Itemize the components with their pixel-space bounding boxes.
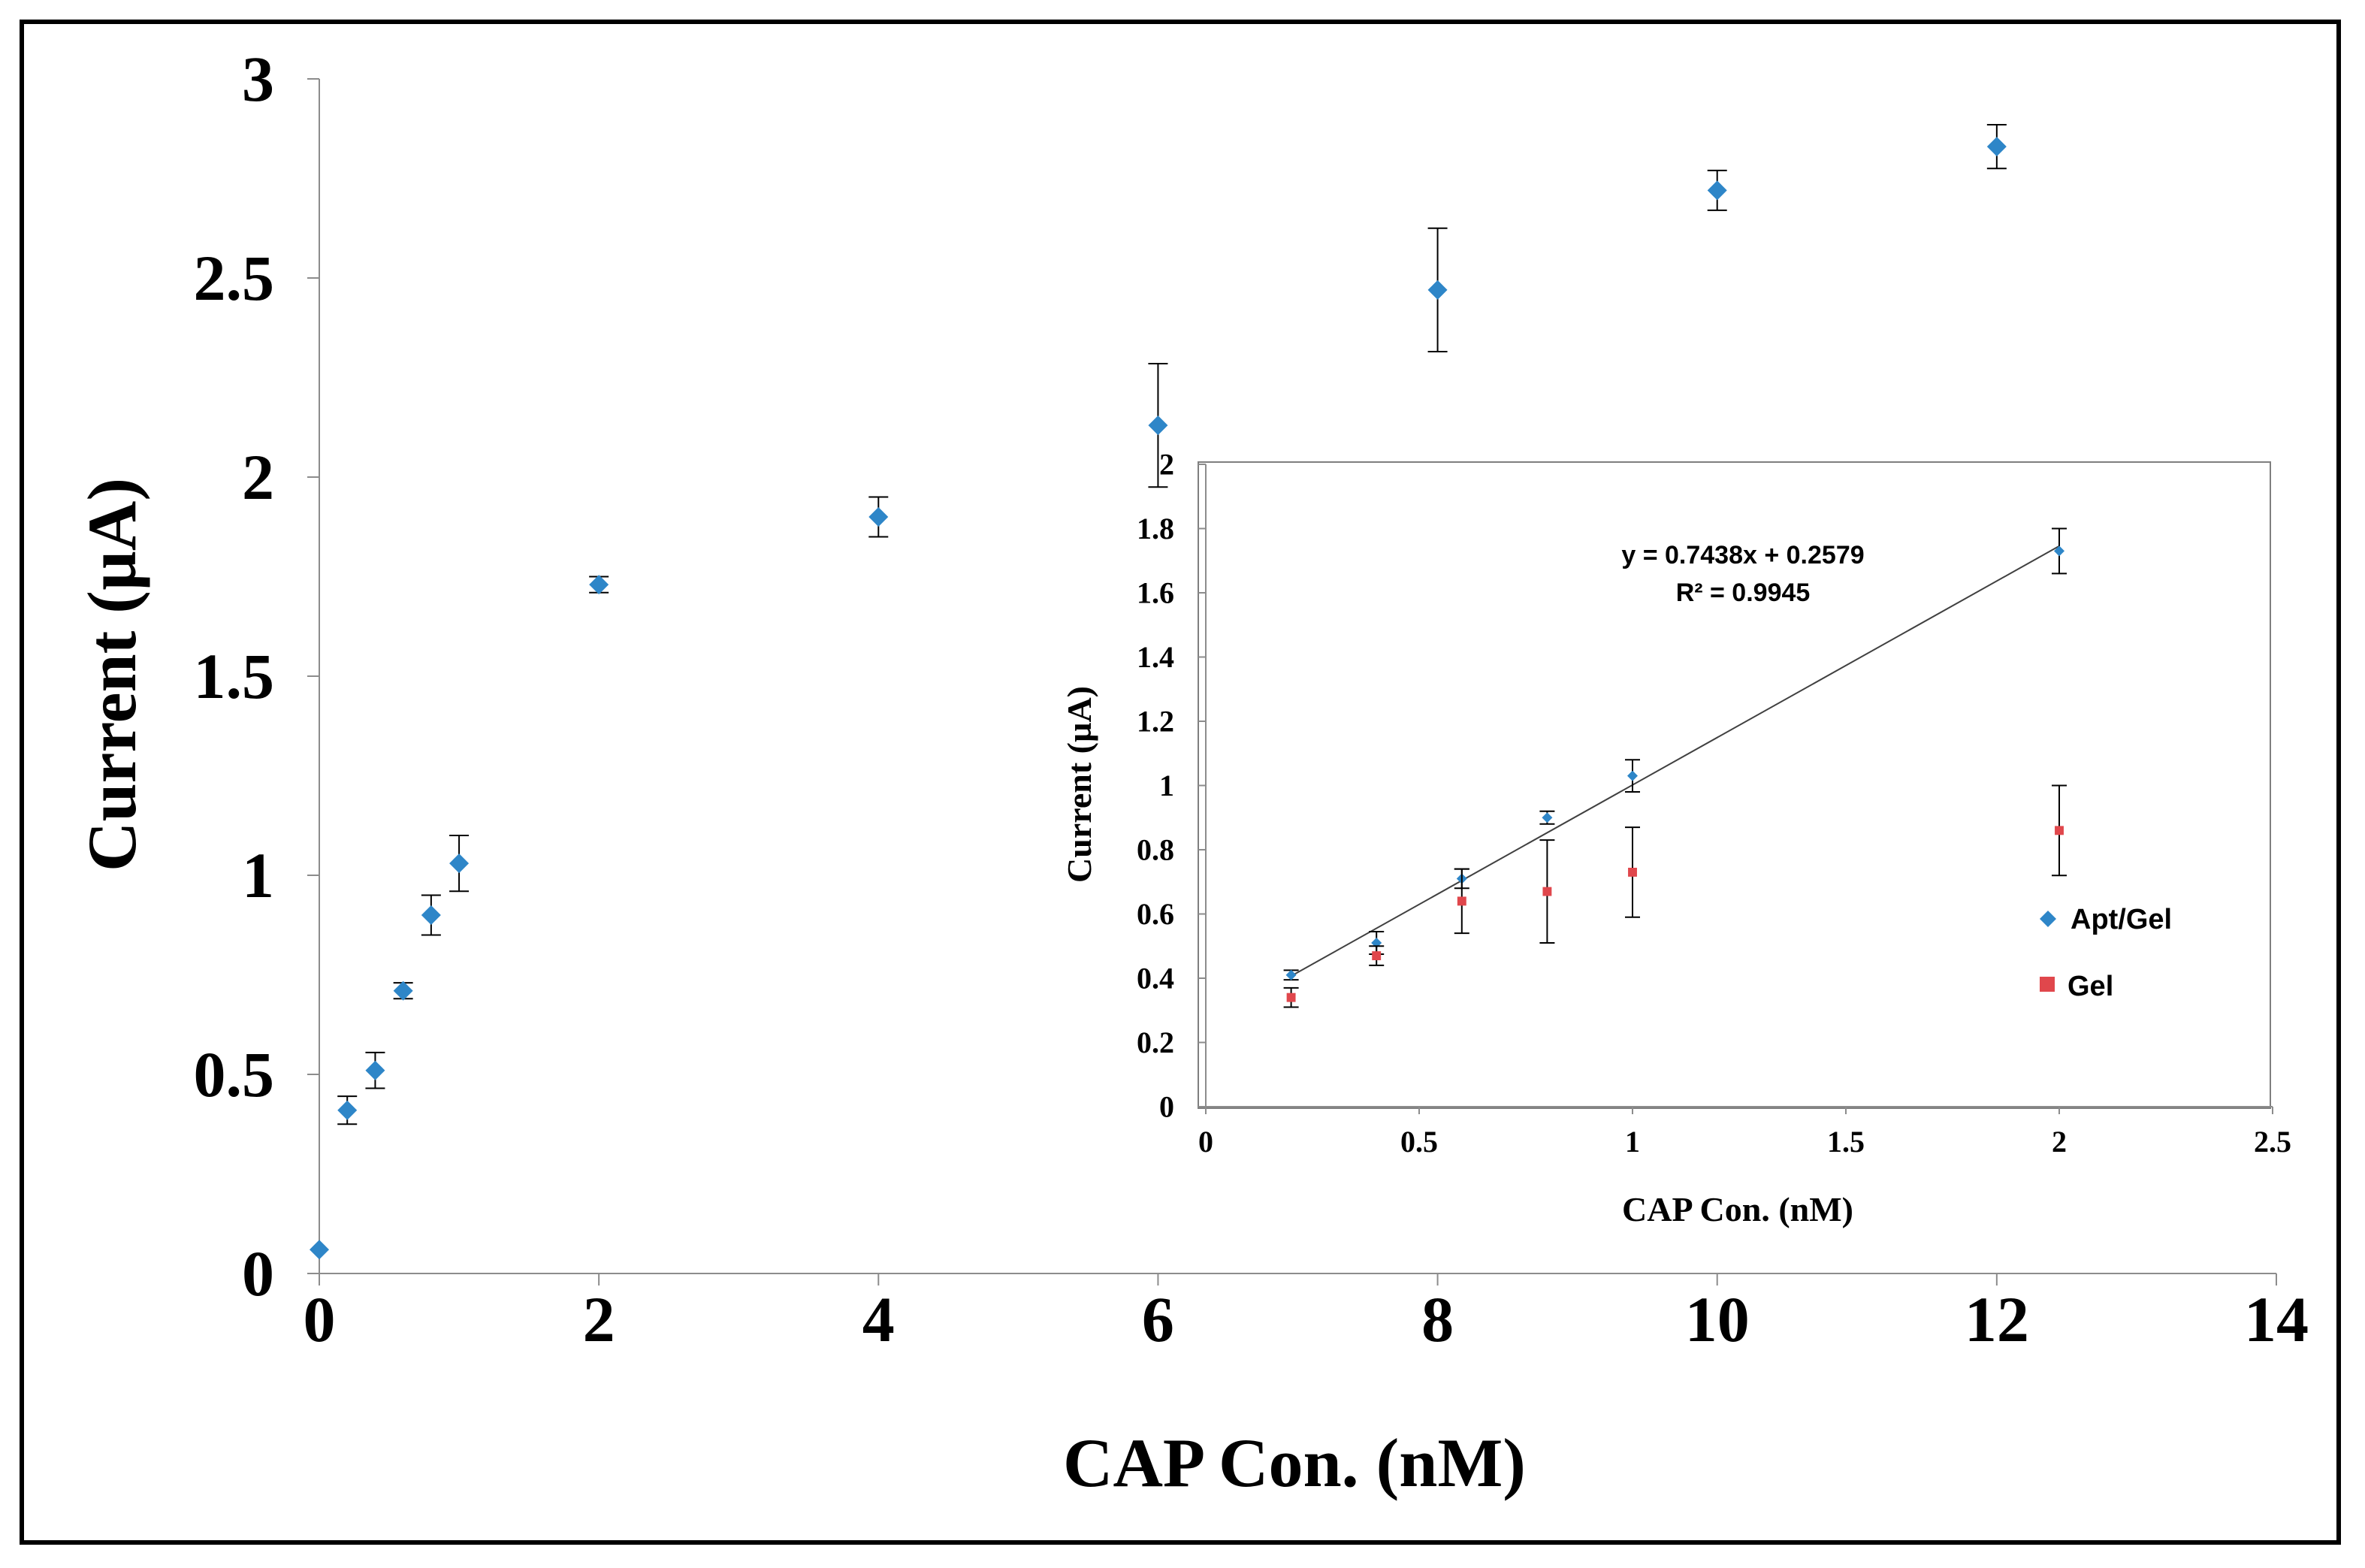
legend-marker-gel bbox=[2040, 977, 2055, 992]
main-y-tick-label: 1 bbox=[242, 839, 274, 911]
main-x-tick-label: 4 bbox=[862, 1283, 895, 1355]
main-series-apt-gel-point bbox=[365, 1060, 385, 1080]
legend-marker-apt-gel bbox=[2040, 911, 2056, 927]
inset-x-tick-label: 0 bbox=[1198, 1125, 1213, 1159]
inset-y-tick-label: 0.8 bbox=[1137, 833, 1174, 867]
main-x-tick-label: 8 bbox=[1421, 1283, 1454, 1355]
main-x-tick-label: 12 bbox=[1965, 1283, 2029, 1355]
inset-y-tick-label: 1.8 bbox=[1137, 512, 1174, 545]
main-series-apt-gel-point bbox=[589, 575, 609, 595]
inset-series-gel-point bbox=[2055, 826, 2064, 835]
inset-series-gel-point bbox=[1372, 951, 1382, 961]
inset-series-apt-gel-point bbox=[2054, 545, 2064, 557]
inset-x-tick-label: 2.5 bbox=[2254, 1125, 2291, 1159]
main-series-apt-gel-point bbox=[449, 853, 470, 874]
inset-y-tick-label: 1.4 bbox=[1137, 640, 1174, 674]
inset-x-tick-label: 1 bbox=[1625, 1125, 1640, 1159]
trendline-equation: y = 0.7438x + 0.2579 bbox=[1621, 541, 1864, 569]
main-series-apt-gel-point bbox=[1148, 415, 1168, 436]
inset-series-gel-point bbox=[1457, 896, 1466, 906]
main-series-apt-gel-point bbox=[310, 1240, 329, 1260]
inset-series-gel-point bbox=[1286, 992, 1296, 1002]
main-x-axis-title: CAP Con. (nM) bbox=[1063, 1424, 1526, 1501]
main-x-tick-label: 0 bbox=[304, 1283, 336, 1355]
main-series-apt-gel-point bbox=[393, 980, 413, 1001]
main-y-tick-label: 0.5 bbox=[194, 1038, 275, 1110]
main-y-tick-label: 3 bbox=[242, 43, 274, 115]
main-series-apt-gel-point bbox=[1427, 279, 1448, 300]
inset-y-tick-label: 1.6 bbox=[1137, 576, 1174, 610]
main-x-tick-label: 6 bbox=[1142, 1283, 1174, 1355]
inset-y-tick-label: 2 bbox=[1159, 448, 1174, 482]
inset-x-tick-label: 1.5 bbox=[1827, 1125, 1865, 1159]
main-series-apt-gel-point bbox=[868, 507, 889, 527]
main-series-apt-gel-point bbox=[337, 1100, 358, 1120]
inset-y-tick-label: 1.2 bbox=[1137, 705, 1174, 739]
main-y-tick-label: 1.5 bbox=[194, 640, 275, 712]
inset-series-gel-point bbox=[1542, 887, 1552, 896]
inset-x-axis-title: CAP Con. (nM) bbox=[1622, 1190, 1853, 1228]
inset-legend: Apt/Gel Gel bbox=[2040, 904, 2172, 1002]
legend-label-gel: Gel bbox=[2067, 971, 2113, 1002]
trendline-r-squared: R² = 0.9945 bbox=[1676, 579, 1811, 607]
inset-plot: 0 0.5 1 1.5 2 2.5 0 0.2 0.4 0.6 0.8 1 1.2 1.4 1.6 1.8 2 bbox=[1137, 448, 2291, 1159]
main-y-tick-label: 2 bbox=[242, 441, 274, 513]
trendline bbox=[1291, 545, 2060, 977]
inset-series-apt-gel-point bbox=[1627, 770, 1638, 781]
main-y-tick-label: 0 bbox=[242, 1237, 274, 1310]
inset-plot-frame bbox=[1198, 461, 2271, 1109]
main-x-tick-label: 2 bbox=[583, 1283, 615, 1355]
main-series-apt-gel-point bbox=[1707, 180, 1727, 201]
inset-y-tick-label: 0 bbox=[1159, 1090, 1174, 1124]
main-x-tick-label: 10 bbox=[1685, 1283, 1750, 1355]
legend-label-apt-gel: Apt/Gel bbox=[2071, 904, 2172, 935]
inset-series-apt-gel-point bbox=[1285, 969, 1297, 980]
inset-x-tick-label: 0.5 bbox=[1400, 1125, 1438, 1159]
main-y-axis-title: Current (µA) bbox=[74, 478, 150, 872]
inset-series-apt-gel-point bbox=[1542, 812, 1553, 823]
main-series-apt-gel-point bbox=[1986, 137, 2007, 157]
inset-y-axis-title: Current (µA) bbox=[1060, 686, 1098, 883]
inset-y-tick-label: 0.2 bbox=[1137, 1026, 1174, 1059]
main-y-tick-label: 2.5 bbox=[194, 242, 275, 314]
inset-series-gel-point bbox=[1628, 867, 1637, 877]
inset-x-tick-label: 2 bbox=[2052, 1125, 2067, 1159]
main-x-tick-label: 14 bbox=[2244, 1283, 2309, 1355]
main-series-apt-gel-point bbox=[421, 905, 441, 925]
inset-y-tick-label: 1 bbox=[1159, 769, 1174, 802]
inset-y-tick-label: 0.4 bbox=[1137, 962, 1174, 995]
inset-y-tick-label: 0.6 bbox=[1137, 897, 1174, 931]
